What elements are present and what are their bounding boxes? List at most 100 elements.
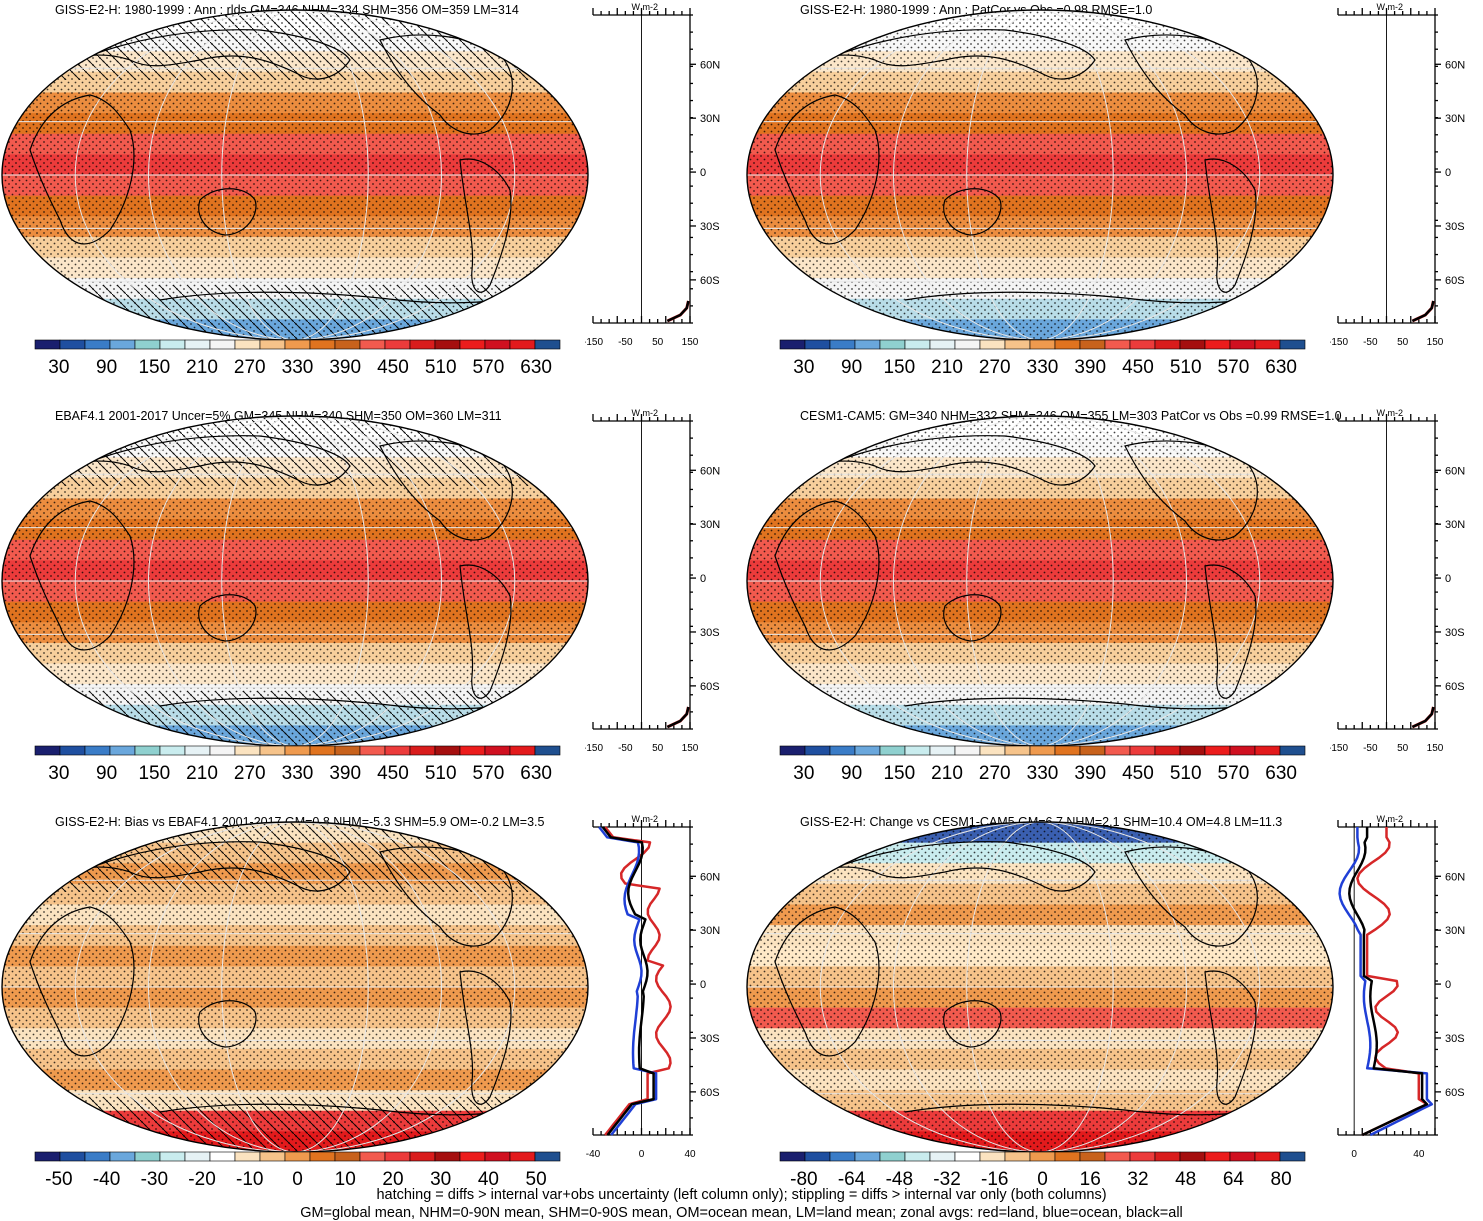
colorbar-swatch [409,745,436,756]
colorbar-swatch [284,1151,311,1162]
coastline [198,594,257,642]
zonal-lat-label: 30N [700,925,720,937]
zonal-xtick-label: 0 [639,1149,645,1160]
colorbar-swatch [1104,339,1131,350]
colorbar-tick-label: 390 [1074,763,1107,784]
colorbar-tick-label: 16 [1079,1169,1101,1190]
colorbar-swatch [234,339,261,350]
zonal-ocean-line [1338,827,1434,1137]
colorbar-swatch [1029,745,1056,756]
colorbar-swatch [954,745,981,756]
colorbar-tick-label: -32 [933,1169,961,1190]
colorbar-swatch [804,745,831,756]
colorbar-labels: -80 -64 -48 -32 -16 0 16 32 48 64 80 [780,1169,1305,1191]
colorbar-tick-label: 330 [281,763,314,784]
colorbar-swatch [109,339,136,350]
zonal-mean-plot: 60N 30N 0 30S 60S W m-2 -150 -50 50 150 [1330,408,1465,754]
graticule [2,416,588,746]
colorbar-swatch [1079,1151,1106,1162]
zonal-xtick-label: -150 [585,743,603,754]
colorbar-tick-label: 330 [1026,357,1059,378]
zonal-unit: W m-2 [632,2,659,12]
zonal-xtick-label: 50 [652,743,664,754]
zonal-lat-label: 60N [1445,871,1465,883]
colorbar-tick-label: 50 [525,1169,547,1190]
colorbar-swatch [509,745,536,756]
coastline [379,440,513,541]
colorbar-swatch [829,745,856,756]
colorbar-swatch [1229,339,1256,350]
colorbar-swatch [1254,1151,1281,1162]
colorbar-tick-label: 210 [186,357,218,378]
colorbar-swatch [134,745,161,756]
colorbar-swatch [779,745,806,756]
colorbar-swatch [1204,339,1231,350]
graticule [747,10,1333,340]
footer-line-2: GM=global mean, NHM=0-90N mean, SHM=0-90… [300,1205,1183,1221]
colorbar-tick-label: 80 [1270,1169,1292,1190]
colorbar-tick-label: 570 [1217,357,1250,378]
zonal-all-line [1411,706,1435,729]
zonal-lat-label: 60S [700,681,720,693]
colorbar-tick-label: 20 [382,1169,404,1190]
coastlines [774,435,1258,710]
colorbar-swatch [209,339,236,350]
zonal-lat-label: 0 [700,573,706,585]
zonal-lat-label: 30N [1445,519,1465,531]
colorbar-tick-label: 64 [1222,1169,1244,1190]
zonal-all-line [1348,827,1429,1137]
zonal-lat-label: 60N [1445,465,1465,477]
footer-line-1: hatching = diffs > internal var+obs unce… [376,1187,1107,1203]
colorbar-swatch [459,1151,486,1162]
colorbar-tick-label: 510 [424,763,457,784]
colorbar-tick-label: 40 [477,1169,499,1190]
zonal-unit: W m-2 [1377,814,1404,824]
zonal-mean-plot: 60N 30N 0 30S 60S W m-2 -150 -50 50 150 [585,2,720,348]
colorbar-tick-label: 570 [472,357,505,378]
zonal-unit: W m-2 [632,408,659,418]
colorbar-swatch [484,745,511,756]
colorbar-swatch [159,1151,186,1162]
coastline [904,1103,1246,1116]
colorbar-swatch [509,339,536,350]
colorbar-tick-label: 10 [334,1169,356,1190]
colorbar-swatch [484,339,511,350]
zonal-lat-label: 30S [700,1033,720,1045]
coastline [198,188,257,236]
colorbar-swatch [534,339,561,350]
colorbar-swatch [1279,745,1306,756]
colorbar-tick-label: 90 [841,763,863,784]
zonal-lat-label: 30S [700,627,720,639]
colorbar-swatch [1279,339,1306,350]
coastline [1204,970,1257,1105]
zonal-xtick-label: 50 [1397,743,1409,754]
colorbar-swatch [409,1151,436,1162]
colorbar-labels: 30 90 150 210 270 330 390 450 510 570 630 [780,763,1305,785]
coastline [198,1000,257,1048]
zonal-xtick-label: 150 [1427,337,1444,348]
colorbar-tick-label: 90 [96,357,118,378]
colorbar-swatch [234,745,261,756]
colorbar-tick-label: 330 [1026,763,1059,784]
colorbar-tick-label: 150 [883,357,916,378]
zonal-mean-plot: 60N 30N 0 30S 60S W m-2 -150 -50 50 150 [585,408,720,754]
zonal-lat-label: 60S [700,1087,720,1099]
colorbar-swatch [84,1151,111,1162]
zonal-all-line [601,826,655,1136]
colorbar-swatch [259,745,286,756]
colorbar-tick-label: 30 [48,357,70,378]
colorbar-swatch [334,339,361,350]
coastline [34,435,351,487]
colorbar-swatch [954,339,981,350]
map [746,415,1334,747]
colorbar-tick-label: 570 [1217,763,1250,784]
colorbar-swatch [1254,339,1281,350]
colorbar-swatch [1054,339,1081,350]
coastlines [774,841,1258,1116]
colorbar-swatch [109,745,136,756]
colorbar-swatch [1004,339,1031,350]
zonal-xtick-label: -50 [1363,337,1378,348]
colorbar-swatch [359,339,386,350]
colorbar-tick-label: 510 [1169,763,1202,784]
coastline [779,29,1096,81]
